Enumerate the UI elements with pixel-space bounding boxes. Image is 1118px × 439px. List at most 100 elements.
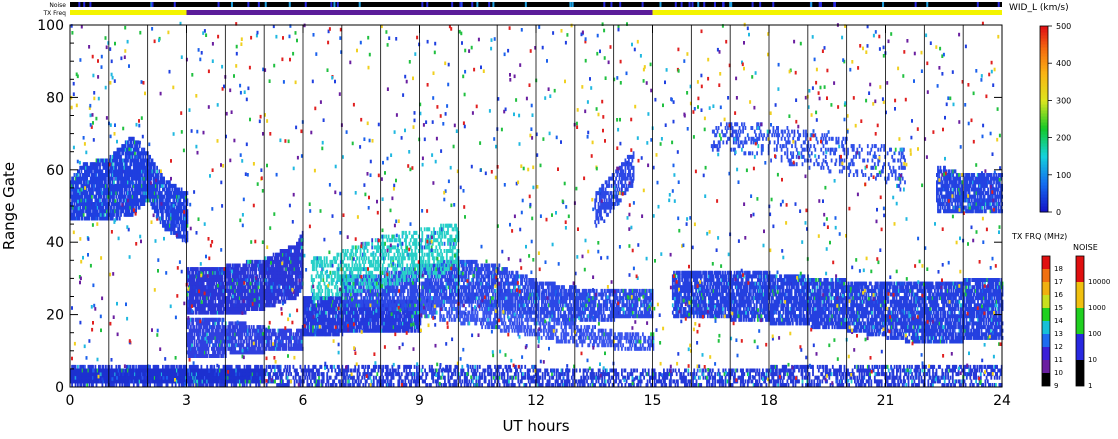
data-cell <box>254 335 256 340</box>
data-cell <box>275 278 277 282</box>
data-cell <box>355 296 358 301</box>
data-cell <box>243 339 246 344</box>
data-cell <box>95 209 98 214</box>
data-cell <box>250 325 253 330</box>
data-cell <box>275 299 277 304</box>
data-cell <box>197 346 199 351</box>
data-cell <box>86 212 89 217</box>
data-cell <box>98 187 100 192</box>
data-cell <box>183 212 185 217</box>
data-cell <box>159 173 162 177</box>
data-cell <box>148 187 150 192</box>
data-cell <box>244 350 247 355</box>
data-cell <box>218 267 220 272</box>
data-cell <box>213 317 216 322</box>
data-cell <box>92 176 94 181</box>
data-cell <box>250 343 253 348</box>
noise-bar-mark <box>691 2 694 7</box>
data-cell <box>173 209 176 214</box>
data-cell <box>236 278 239 282</box>
data-cell <box>285 252 288 257</box>
data-cell <box>107 165 110 170</box>
data-cell <box>252 328 255 333</box>
data-cell <box>88 169 91 174</box>
data-cell <box>121 144 124 149</box>
data-cell <box>149 169 151 174</box>
data-cell <box>193 343 196 348</box>
data-cell <box>218 321 220 326</box>
data-cell <box>115 191 118 196</box>
data-cell <box>278 259 281 264</box>
data-cell <box>114 183 117 188</box>
data-cell <box>183 223 185 228</box>
data-cell <box>238 310 241 315</box>
data-cell <box>141 151 143 156</box>
data-cell <box>242 325 245 330</box>
data-cell <box>101 176 104 181</box>
data-cell <box>250 278 253 282</box>
data-cell <box>238 346 241 351</box>
data-cell <box>89 162 92 167</box>
data-cell <box>257 278 260 282</box>
data-cell <box>180 191 183 196</box>
data-cell <box>261 285 263 290</box>
data-cell <box>284 285 287 290</box>
data-cell <box>250 296 253 301</box>
data-cell <box>72 180 75 185</box>
data-cell <box>243 325 246 330</box>
data-cell <box>197 332 199 337</box>
data-cell <box>240 335 242 340</box>
data-cell <box>95 212 98 217</box>
data-cell <box>251 270 254 275</box>
data-cell <box>275 285 277 290</box>
data-cell <box>122 151 125 156</box>
data-cell <box>237 278 240 282</box>
data-cell <box>169 209 171 214</box>
data-cell <box>289 245 291 250</box>
data-cell <box>174 202 177 206</box>
data-cell <box>177 191 179 196</box>
data-cell <box>88 216 91 221</box>
data-cell <box>95 202 98 206</box>
data-cell <box>247 299 249 304</box>
data-cell <box>235 299 238 304</box>
data-cell <box>142 202 144 206</box>
data-cell <box>201 307 204 311</box>
data-cell <box>262 285 264 290</box>
data-cell <box>184 212 186 217</box>
noise-bar-mark <box>619 2 622 7</box>
data-cell <box>242 307 245 311</box>
data-cell <box>219 285 221 290</box>
data-cell <box>72 216 75 221</box>
data-cell <box>109 194 112 199</box>
data-cell <box>395 292 398 297</box>
data-cell <box>229 292 232 297</box>
data-cell <box>328 314 331 319</box>
noise-bar-mark <box>759 2 762 7</box>
data-cell <box>156 202 158 206</box>
data-cell <box>248 343 250 348</box>
data-cell <box>94 176 97 181</box>
data-cell <box>192 317 195 322</box>
data-cell <box>155 209 157 214</box>
data-cell <box>236 299 239 304</box>
data-cell <box>395 270 398 275</box>
data-cell <box>99 180 101 185</box>
data-cell <box>298 245 301 250</box>
data-cell <box>231 346 234 351</box>
data-cell <box>141 165 143 170</box>
data-cell <box>287 292 290 297</box>
data-cell <box>151 202 154 206</box>
data-cell <box>192 292 195 297</box>
data-cell <box>299 259 302 264</box>
data-cell <box>214 299 217 304</box>
data-cell <box>123 169 126 174</box>
data-cell <box>317 325 319 330</box>
data-cell <box>211 299 213 304</box>
data-cell <box>165 227 168 232</box>
noise-bar-mark <box>926 2 929 7</box>
data-cell <box>111 169 114 174</box>
data-cell <box>176 220 178 225</box>
data-cell <box>166 227 169 232</box>
